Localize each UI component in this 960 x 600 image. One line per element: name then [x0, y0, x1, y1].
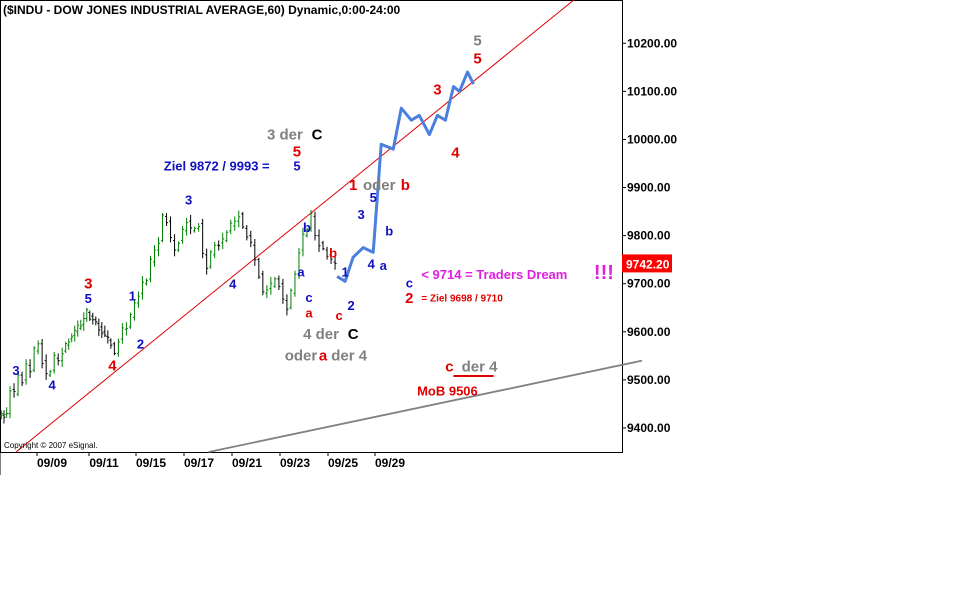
wave-label-26: der 4: [331, 348, 368, 365]
wave-label-28: oder: [363, 177, 396, 194]
wave-label-16: c: [305, 290, 312, 305]
wave-label-0: 3: [12, 363, 19, 378]
wave-label-31: 3: [358, 207, 365, 222]
y-tick-label: 10200.00: [627, 36, 677, 50]
axes: 9400.00 9500.00 9600.00 9700.00 9800.00 9900.…: [3, 3, 677, 470]
x-tick-label: 09/29: [375, 456, 405, 470]
wave-label-29: b: [401, 177, 410, 194]
trendline-0: [15, 0, 575, 453]
wave-label-13: C: [312, 126, 323, 143]
wave-label-9: Ziel 9872 / 9993 =: [164, 159, 270, 174]
wave-label-2: 3: [84, 276, 92, 293]
wave-label-3: 5: [85, 291, 92, 306]
x-tick-label: 09/15: [136, 456, 166, 470]
wave-label-43: 5: [473, 33, 481, 50]
wave-label-45: der 4: [462, 359, 499, 376]
wave-label-8: 4: [229, 277, 237, 292]
y-tick-label: 9600.00: [627, 325, 671, 339]
wave-label-7: 3: [185, 192, 192, 207]
wave-label-33: 4: [368, 256, 376, 271]
wave-label-5: 1: [129, 289, 136, 304]
wave-label-39: !!!: [594, 262, 614, 284]
last-price-label: 9742.20: [626, 257, 670, 271]
plot-border: [0, 0, 623, 453]
wave-label-19: 1: [341, 264, 348, 279]
wave-label-12: 3 der: [267, 126, 303, 143]
y-tick-label: 9900.00: [627, 181, 671, 195]
last-price-box: [622, 254, 672, 273]
y-tick-label: 9500.00: [627, 373, 671, 387]
wave-label-15: a: [297, 264, 305, 279]
wave-label-32: b: [385, 224, 393, 239]
wave-label-20: 2: [348, 298, 355, 313]
wave-label-10: 5: [293, 159, 300, 174]
x-tick-label: 09/09: [37, 456, 67, 470]
y-tick-label: 10000.00: [627, 132, 677, 146]
trendlines: [15, 0, 643, 453]
wave-label-18: b: [329, 245, 337, 260]
wave-label-42: 5: [473, 50, 481, 67]
wave-label-46: MoB 9506: [417, 384, 478, 399]
projection-line: [336, 70, 475, 283]
x-tick-label: 09/21: [232, 456, 262, 470]
copyright-label: Copyright © 2007 eSignal.: [4, 441, 98, 450]
y-tick-label: 10100.00: [627, 84, 677, 98]
y-tick-label: 9700.00: [627, 277, 671, 291]
wave-label-30: 5: [370, 190, 377, 205]
wave-label-36: 2: [405, 290, 413, 307]
wave-label-21: c: [335, 308, 342, 323]
wave-label-40: 3: [433, 82, 441, 99]
x-tick-label: 09/23: [280, 456, 310, 470]
wave-label-25: a: [319, 348, 328, 365]
wave-label-37: = Ziel 9698 / 9710: [421, 293, 503, 304]
x-tick-label: 09/17: [184, 456, 214, 470]
wave-label-44: c: [445, 359, 453, 376]
wave-label-11: 5: [293, 143, 301, 160]
wave-label-22: 4 der: [303, 326, 339, 343]
wave-label-27: 1: [349, 177, 357, 194]
wave-label-34: a: [380, 258, 388, 273]
wave-label-35: c: [406, 276, 413, 291]
x-tick-label: 09/25: [328, 456, 358, 470]
wave-label-1: 4: [49, 377, 57, 392]
chart-title: ($INDU - DOW JONES INDUSTRIAL AVERAGE,60…: [3, 3, 401, 17]
wave-label-24: oder: [285, 348, 318, 365]
projection-path: [336, 70, 475, 283]
x-tick-label: 09/11: [89, 456, 119, 470]
wave-label-38: < 9714 = Traders Dream: [421, 267, 567, 282]
wave-label-23: C: [348, 326, 359, 343]
price-bars: [0, 210, 337, 424]
wave-label-6: 2: [137, 337, 144, 352]
trendline-1: [208, 359, 643, 453]
wave-label-14: b: [303, 220, 311, 235]
wave-label-17: a: [305, 305, 313, 320]
wave-label-4: 4: [108, 357, 117, 374]
chart-frame: [0, 0, 623, 475]
y-tick-label: 9800.00: [627, 229, 671, 243]
y-tick-label: 9400.00: [627, 421, 671, 435]
wave-label-41: 4: [451, 145, 460, 162]
